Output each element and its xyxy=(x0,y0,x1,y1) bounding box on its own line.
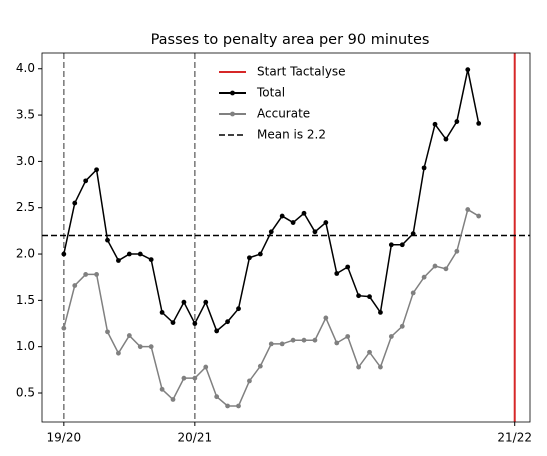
point xyxy=(290,337,296,343)
point xyxy=(410,231,416,237)
point xyxy=(257,363,263,369)
point xyxy=(334,271,340,276)
x-tick-label: 19/20 xyxy=(47,431,82,445)
legend-label: Mean is 2.2 xyxy=(257,128,326,142)
legend-label: Accurate xyxy=(257,107,310,121)
point xyxy=(126,333,132,338)
point xyxy=(72,283,78,288)
point xyxy=(126,251,132,257)
point xyxy=(83,272,89,277)
point xyxy=(454,248,460,254)
point xyxy=(192,321,198,326)
point xyxy=(170,320,176,325)
point xyxy=(388,242,394,248)
point xyxy=(476,213,482,219)
point xyxy=(72,200,78,206)
point xyxy=(148,344,154,350)
point xyxy=(214,328,220,334)
point xyxy=(334,340,340,346)
y-tick-label: 3.0 xyxy=(16,154,35,168)
point xyxy=(378,310,383,315)
y-tick-label: 4.0 xyxy=(16,61,35,75)
point xyxy=(378,364,383,370)
point xyxy=(301,210,307,216)
legend-marker xyxy=(230,111,235,117)
x-tick-label: 21/22 xyxy=(497,431,532,445)
y-tick-label: 1.0 xyxy=(16,339,35,353)
point xyxy=(367,349,372,355)
point xyxy=(356,293,361,299)
point xyxy=(399,242,405,248)
y-tick-label: 2.5 xyxy=(16,200,35,214)
point xyxy=(83,178,89,184)
legend-label: Total xyxy=(256,86,285,100)
x-tick-label: 20/21 xyxy=(178,431,213,445)
point xyxy=(236,306,241,312)
point xyxy=(323,315,329,321)
point xyxy=(61,251,67,257)
point xyxy=(356,364,361,370)
point xyxy=(192,375,198,381)
point xyxy=(137,251,143,257)
point xyxy=(290,220,296,225)
y-tick-label: 3.5 xyxy=(16,108,35,122)
point xyxy=(432,263,438,269)
point xyxy=(388,334,394,339)
point xyxy=(312,337,318,343)
point xyxy=(203,299,209,305)
point xyxy=(257,251,263,257)
point xyxy=(225,319,230,325)
chart-title: Passes to penalty area per 90 minutes xyxy=(151,32,430,48)
legend-marker xyxy=(230,90,235,96)
point xyxy=(181,299,187,305)
point xyxy=(432,121,438,127)
point xyxy=(279,213,285,219)
point xyxy=(443,266,449,272)
point xyxy=(476,121,482,126)
point xyxy=(443,136,449,142)
point xyxy=(454,119,460,124)
point xyxy=(465,207,471,212)
point xyxy=(410,290,416,296)
point xyxy=(159,310,165,315)
point xyxy=(94,167,99,173)
point xyxy=(225,403,230,409)
point xyxy=(465,67,471,73)
point xyxy=(236,403,241,409)
point xyxy=(105,237,110,243)
point xyxy=(323,220,329,225)
point xyxy=(367,294,372,300)
point xyxy=(105,329,110,335)
point xyxy=(345,334,351,339)
point xyxy=(345,264,351,270)
point xyxy=(203,364,209,370)
plot-frame xyxy=(41,52,531,423)
point xyxy=(247,255,252,261)
point xyxy=(421,165,427,171)
point xyxy=(279,341,285,347)
point xyxy=(214,394,220,400)
point xyxy=(170,397,176,402)
point xyxy=(148,257,154,262)
y-tick-label: 2.0 xyxy=(16,247,35,261)
point xyxy=(116,350,121,356)
point xyxy=(268,229,274,235)
point xyxy=(268,341,274,347)
point xyxy=(61,325,67,331)
legend-label: Start Tactalyse xyxy=(257,65,346,79)
y-tick-label: 0.5 xyxy=(16,386,35,400)
point xyxy=(312,229,318,235)
point xyxy=(247,378,252,384)
point xyxy=(94,272,99,277)
point xyxy=(301,337,307,343)
point xyxy=(421,274,427,280)
series-line xyxy=(63,208,480,407)
point xyxy=(399,323,405,329)
point xyxy=(137,344,143,350)
point xyxy=(159,386,165,392)
point xyxy=(116,258,121,263)
point xyxy=(181,375,187,381)
y-tick-label: 1.5 xyxy=(16,293,35,307)
